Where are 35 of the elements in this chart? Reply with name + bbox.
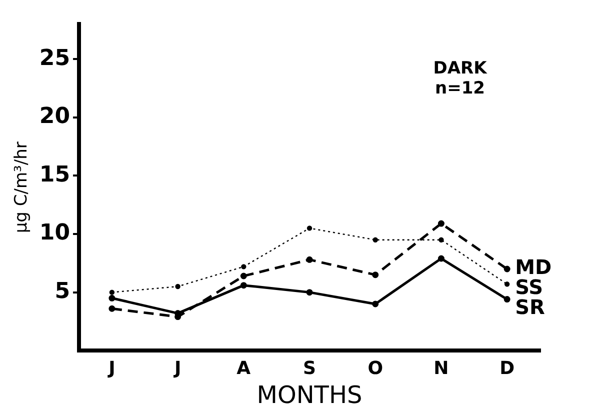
point <box>438 220 444 227</box>
x-tick-label: J <box>106 358 116 380</box>
point <box>504 296 510 303</box>
annotation: DARK <box>433 58 488 79</box>
point <box>438 237 444 242</box>
x-tick-label: D <box>500 358 515 380</box>
x-tick-label: O <box>368 358 384 380</box>
point <box>306 256 313 263</box>
y-axis-title: µg C/m³/hr <box>12 142 32 234</box>
point <box>504 282 510 287</box>
y-tick-label: 25 <box>39 46 70 71</box>
y-tick-label: 10 <box>39 220 70 246</box>
point <box>306 289 313 296</box>
point <box>108 305 116 312</box>
y-tick-label: 20 <box>39 104 70 130</box>
point <box>241 264 246 270</box>
point <box>175 284 180 290</box>
y-tick-label: 15 <box>39 162 70 188</box>
point <box>240 272 247 280</box>
y-tick-label: 5 <box>54 279 70 304</box>
point <box>108 294 116 302</box>
point <box>306 226 312 231</box>
x-tick-label: A <box>236 358 251 380</box>
point <box>504 266 510 272</box>
x-axis-title: MONTHS <box>256 380 362 409</box>
x-tick-label: J <box>172 358 182 380</box>
point <box>109 290 115 295</box>
point <box>438 255 444 262</box>
point <box>372 237 378 242</box>
point <box>240 282 247 289</box>
x-tick-label: N <box>434 358 449 380</box>
x-tick-label: S <box>303 358 316 380</box>
point <box>372 300 379 308</box>
point <box>372 272 379 278</box>
annotation: n=12 <box>434 78 486 99</box>
